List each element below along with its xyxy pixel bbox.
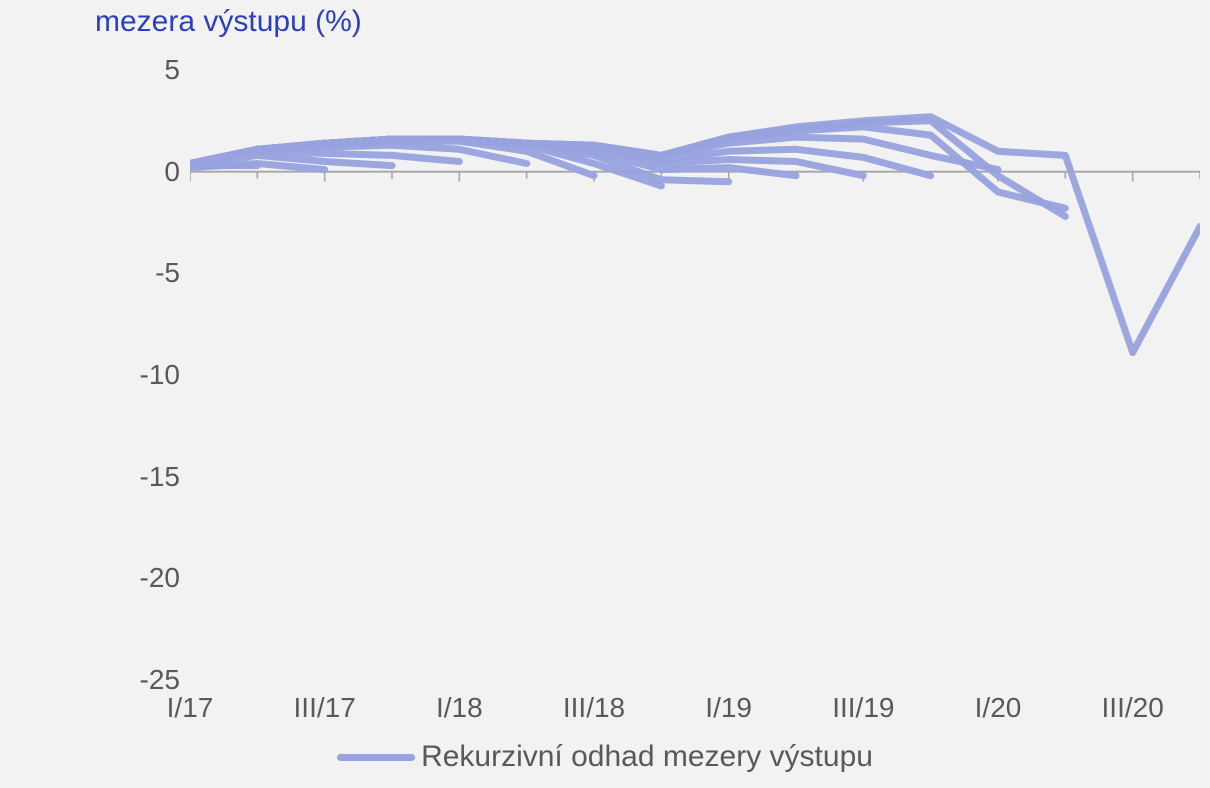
- y-tick-label: 0: [164, 156, 180, 188]
- output-gap-chart: mezera výstupu (%) 50-5-10-15-20-25 I/17…: [0, 0, 1210, 788]
- chart-title: mezera výstupu (%): [95, 5, 362, 39]
- y-tick-label: -10: [140, 359, 180, 391]
- x-tick-label: I/18: [436, 692, 483, 724]
- x-tick-label: III/18: [563, 692, 625, 724]
- legend: Rekurzivní odhad mezery výstupu: [0, 740, 1210, 774]
- y-tick-label: 5: [164, 54, 180, 86]
- x-tick-label: I/19: [705, 692, 752, 724]
- legend-label: Rekurzivní odhad mezery výstupu: [421, 740, 873, 774]
- y-tick-label: -20: [140, 562, 180, 594]
- x-tick-label: I/20: [975, 692, 1022, 724]
- legend-line-icon: [337, 754, 415, 761]
- x-tick-label: III/20: [1102, 692, 1164, 724]
- y-tick-label: -15: [140, 461, 180, 493]
- x-tick-label: III/17: [294, 692, 356, 724]
- y-tick-label: -5: [155, 257, 180, 289]
- x-tick-label: III/19: [832, 692, 894, 724]
- plot-area: [190, 70, 1200, 680]
- x-tick-label: I/17: [167, 692, 214, 724]
